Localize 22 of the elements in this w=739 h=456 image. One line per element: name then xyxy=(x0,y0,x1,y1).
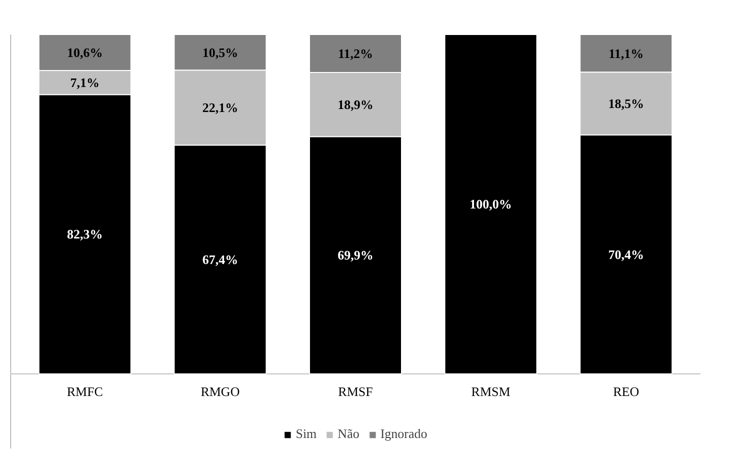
data-label: 10,6% xyxy=(67,44,103,60)
data-label: 11,1% xyxy=(608,46,644,61)
legend-label: Sim xyxy=(296,426,317,442)
data-label: 69,9% xyxy=(338,248,374,263)
legend-label: Não xyxy=(338,426,360,442)
data-label: 18,9% xyxy=(338,97,374,112)
bar xyxy=(444,34,538,374)
data-label: 7,1% xyxy=(70,75,100,90)
x-tick-label: RMFC xyxy=(66,384,103,399)
data-label: 82,3% xyxy=(67,226,103,242)
data-label: 22,1% xyxy=(202,100,238,116)
x-tick-label: RMSF xyxy=(338,384,373,399)
x-tick-label: RMGO xyxy=(200,384,240,399)
legend-label: Ignorado xyxy=(380,426,428,442)
x-tick-label: REO xyxy=(613,384,640,399)
data-label: 70,4% xyxy=(608,246,644,262)
data-label: 10,5% xyxy=(202,44,238,60)
data-label: 11,2% xyxy=(338,46,374,62)
data-label: 67,4% xyxy=(202,252,238,267)
x-tick-label: RMSM xyxy=(471,384,511,399)
data-label: 100,0% xyxy=(470,196,512,212)
data-label: 18,5% xyxy=(608,96,644,112)
